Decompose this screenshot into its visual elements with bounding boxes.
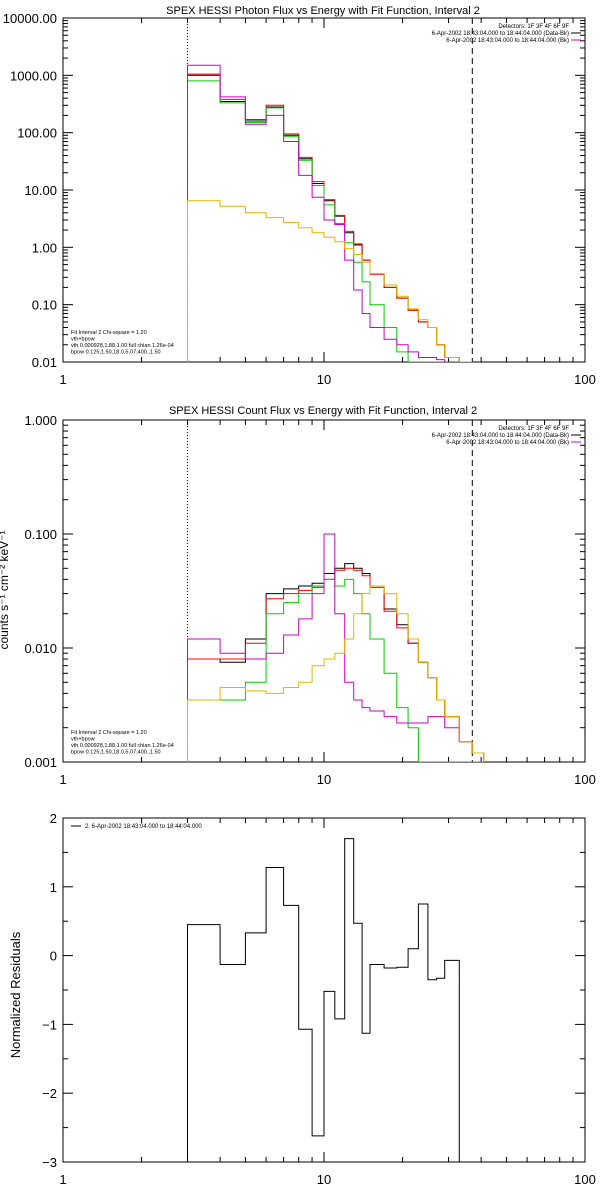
series-line-2 [187,80,473,362]
y-tick-label: 0.100 [24,527,57,542]
x-tick-label: 1 [59,372,66,387]
y-tick-label: −2 [42,1086,57,1101]
y-tick-label: 1.00 [32,240,57,255]
series-line-3 [187,64,473,362]
fit-legend-text: vth+bpow [71,337,95,343]
x-tick-label: 100 [574,1172,596,1187]
y-tick-label: 10.00 [24,183,57,198]
y-tick-label: −1 [42,1017,57,1032]
x-tick-label: 100 [574,772,596,787]
series-group [187,838,460,1162]
legend-text: 2. 6-Apr-2002 18:43:04.000 to 18:44:04.0… [85,824,202,830]
y-tick-label: 0.001 [24,755,57,770]
photon-flux-title: SPEX HESSI Photon Flux vs Energy with Fi… [166,5,480,17]
x-tick-label: 100 [574,372,596,387]
fit-legend-text: vth+bpow [71,737,95,743]
x-tick-label: 1 [59,772,66,787]
y-axis-label: counts s⁻¹ cm⁻² keV⁻¹ [0,530,11,649]
legend-text: Detectors: 1F 3F 4F 6F 9F [498,24,569,30]
series-group [187,533,485,762]
y-tick-label: 0.01 [32,355,57,370]
y-tick-label: 100.00 [17,126,57,141]
series-line-4 [187,200,473,362]
residuals-y-label: Normalized Residuals [8,931,23,1058]
panel-2: 1 10 100 0.001 0.010 0.100 1.000 counts s⁻¹ cm⁻… [0,413,596,787]
series-line-1 [187,73,473,362]
x-tick-label: 10 [317,372,331,387]
y-tick-label: 0 [50,949,57,964]
series-line-1 [187,567,485,762]
fit-legend-text: bpow 0.125,1.50,18.0,5.07,400.,1.50 [71,750,161,756]
fit-legend-text: Fit Interval 2 Chi-square = 1.20 [71,330,147,336]
legend-text: 6-Apr-2002 18:43:04.000 to 18:44:04.000 … [432,31,569,37]
y-tick-label: 1 [50,880,57,895]
y-tick-label: 10000.00 [3,11,57,26]
y-tick-label: −3 [42,1155,57,1170]
y-tick-label: 0.10 [32,298,57,313]
series-line-0 [187,838,460,1162]
series-line-4 [187,585,485,762]
fit-legend-text: vth 0.000928,1.88,1.00 full chian 1.26e-… [71,343,174,349]
panel-3: 1 10 100 −3 −2 −1 0 1 2 2. 6-Apr-2002 18:43:04.00… [42,811,596,1187]
x-tick-label: 10 [317,1172,331,1187]
fit-legend-text: bpow 0.125,1.50,18.0,5.07,400.,1.50 [71,350,161,356]
fit-legend-text: Fit Interval 2 Chi-square = 1.20 [71,730,147,736]
legend-text: 6-Apr-2002 18:43:04.000 to 18:44:04.000 … [432,433,569,439]
y-tick-label: 0.010 [24,641,57,656]
panel-1: 1 10 100 0.01 0.10 1.00 10.00 100.00 1000.00 1000… [3,11,596,387]
series-line-0 [187,563,485,762]
legend-text: 6-Apr-2002 18:43:04.000 to 18:44:04.000 … [446,440,569,446]
series-line-2 [187,578,484,762]
series-line-0 [187,74,473,362]
fit-legend-text: vth 0.000928,1.88,1.00 full chian 1.26e-… [71,743,174,749]
x-tick-label: 1 [59,1172,66,1187]
y-tick-label: 1000.00 [10,68,57,83]
y-tick-label: 1.000 [24,413,57,428]
y-tick-label: 2 [50,811,57,826]
legend-text: Detectors: 1F 3F 4F 6F 9F [498,426,569,432]
count-flux-title: SPEX HESSI Count Flux vs Energy with Fit… [169,405,477,417]
series-group [187,64,473,362]
legend-text: 6-Apr-2002 18:43:04.000 to 18:44:04.000 … [446,38,569,44]
x-tick-label: 10 [317,772,331,787]
